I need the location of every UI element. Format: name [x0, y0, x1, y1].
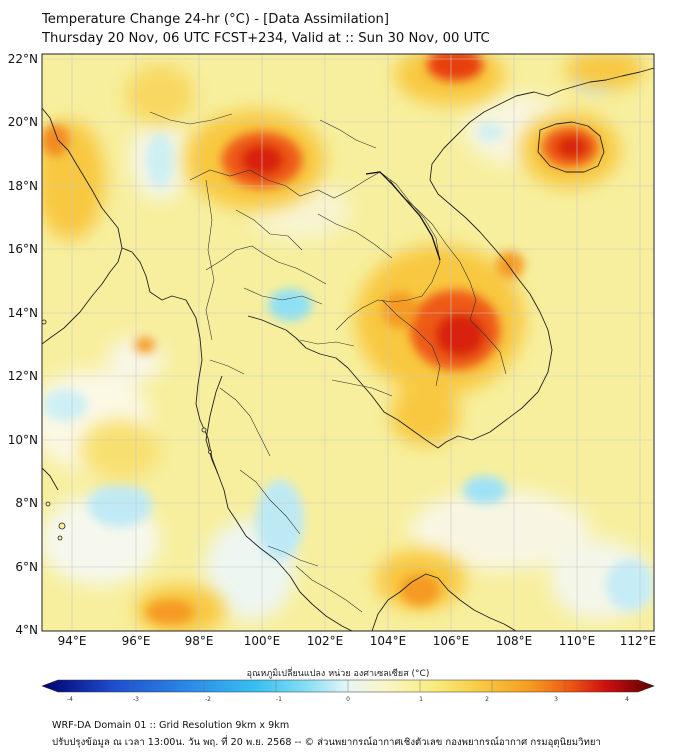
map-frame	[41, 53, 655, 632]
colorbar-dividers	[130, 680, 566, 692]
colorbar-tick: 0	[346, 696, 350, 703]
colorbar-tick: 1	[419, 696, 423, 703]
lat-label-20n: 20°N	[7, 115, 38, 129]
lat-label-16n: 16°N	[7, 242, 38, 256]
lat-label-18n: 18°N	[7, 179, 38, 193]
colorbar-tick: 4	[625, 696, 629, 703]
colorbar	[41, 679, 655, 693]
gulf-cool	[256, 480, 304, 560]
myanmar-west	[42, 124, 69, 156]
colorbar-tick: 3	[554, 696, 558, 703]
thailand-outline	[365, 171, 441, 261]
colorbar-tick: -2	[205, 696, 211, 703]
colorbar-tick: 2	[485, 696, 489, 703]
colorbar-tick: -3	[133, 696, 139, 703]
coastlines	[42, 67, 654, 631]
colorbar-tick: -1	[276, 696, 282, 703]
lon-label-104e: 104°E	[369, 634, 407, 648]
map-title: Temperature Change 24-hr (°C) - [Data As…	[42, 12, 390, 27]
lon-label-98e: 98°E	[184, 634, 214, 648]
cambodia-east	[435, 313, 485, 357]
lat-label-14n: 14°N	[7, 306, 38, 320]
lat-label-4n: 4°N	[15, 623, 38, 637]
lon-label-100e: 100°E	[243, 634, 281, 648]
lon-label-96e: 96°E	[121, 634, 151, 648]
bangkok-cool-patch	[268, 289, 312, 321]
footer-credit: ปรับปรุงข้อมูล ณ เวลา 13:00น. วัน พฤ. ที…	[52, 737, 601, 748]
lat-label-10n: 10°N	[7, 433, 38, 447]
south-china	[427, 54, 483, 81]
islands	[42, 319, 212, 541]
map-subtitle: Thursday 20 Nov, 06 UTC FCST+234, Valid …	[42, 31, 490, 46]
map-field	[42, 54, 654, 631]
lon-label-102e: 102°E	[306, 634, 344, 648]
grid-lines	[42, 54, 654, 631]
lon-label-108e: 108°E	[495, 634, 533, 648]
lat-label-22n: 22°N	[7, 52, 38, 66]
lon-label-106e: 106°E	[432, 634, 470, 648]
lon-label-110e: 110°E	[558, 634, 596, 648]
hot-areas	[42, 54, 598, 624]
andaman-cool	[88, 483, 152, 527]
lat-label-8n: 8°N	[15, 496, 38, 510]
colorbar-tick: -4	[67, 696, 73, 703]
lat-label-12n: 12°N	[7, 369, 38, 383]
political-borders	[149, 111, 507, 613]
footer-model-info: WRF-DA Domain 01 :: Grid Resolution 9km …	[52, 720, 290, 731]
lon-label-112e: 112°E	[619, 634, 657, 648]
hainan	[556, 136, 588, 158]
lat-label-6n: 6°N	[15, 560, 38, 574]
colorbar-title: อุณหภูมิเปลี่ยนแปลง หน่วย องศาเซลเซียส (…	[246, 669, 430, 679]
lon-label-94e: 94°E	[57, 634, 87, 648]
